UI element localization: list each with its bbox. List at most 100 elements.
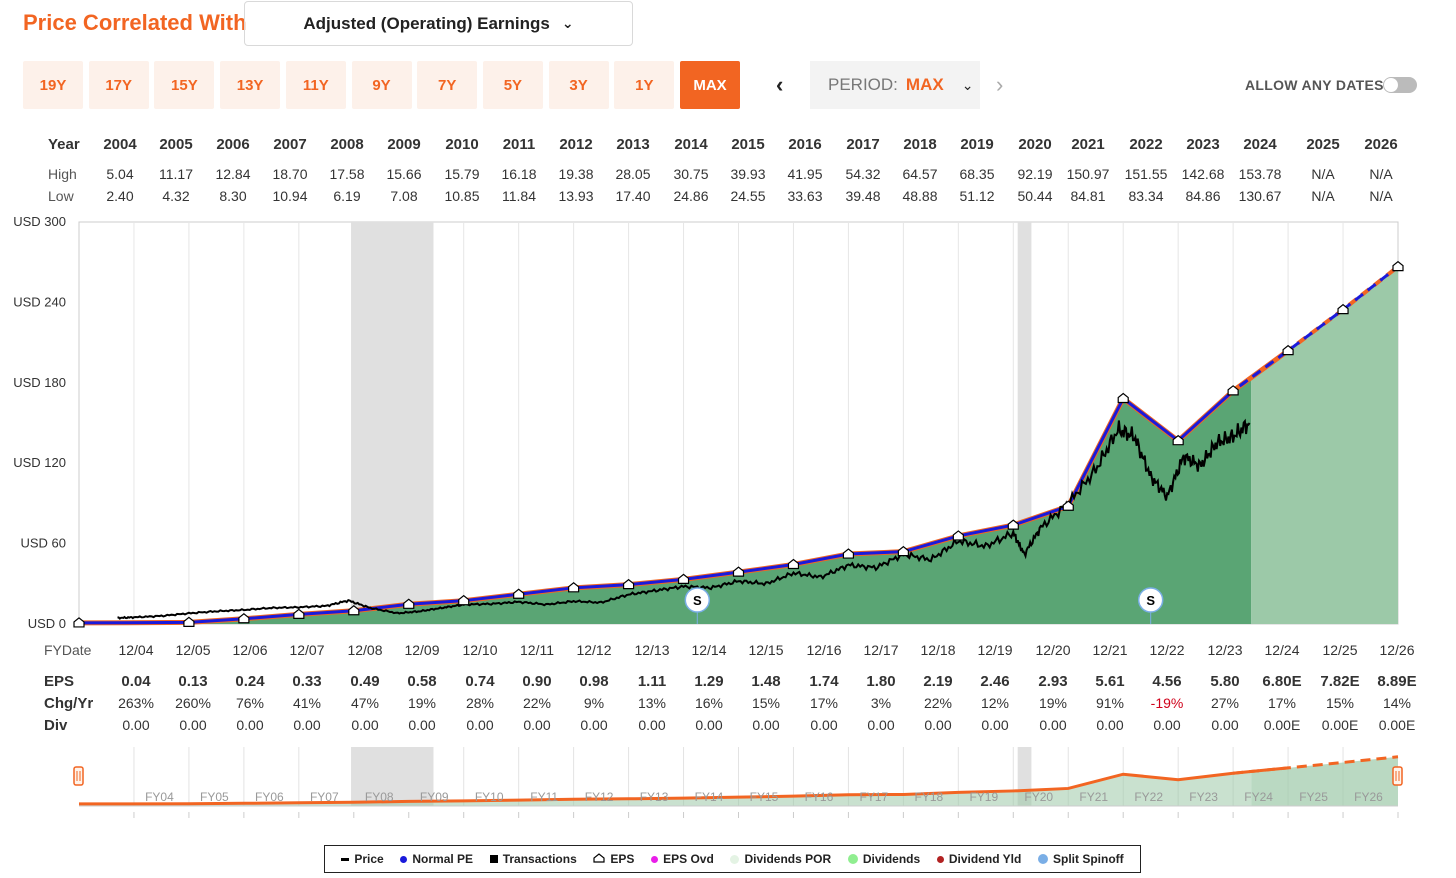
nav-recession xyxy=(351,747,434,806)
period-dropdown[interactable]: PERIOD: MAX ⌄ xyxy=(810,61,980,109)
price-table-low-cell: 51.12 xyxy=(959,188,995,204)
nav-handle-left[interactable] xyxy=(73,766,84,786)
nav-handle-right[interactable] xyxy=(1392,766,1403,786)
range-button-3y[interactable]: 3Y xyxy=(548,61,609,109)
price-table-years-cell: 2019 xyxy=(960,136,994,153)
price-table-high-cell: 5.04 xyxy=(106,166,134,182)
fy-table-eps-cell: 0.58 xyxy=(407,673,437,690)
correlation-dropdown[interactable]: Adjusted (Operating) Earnings ⌄ xyxy=(244,1,633,46)
fy-table-eps-cell: 0.49 xyxy=(350,673,380,690)
pe-area-forecast xyxy=(1251,266,1398,624)
range-button-1y[interactable]: 1Y xyxy=(614,61,675,109)
price-table-low-cell: 48.88 xyxy=(902,188,938,204)
legend-transactions[interactable]: Transactions xyxy=(489,852,577,866)
legend-eps[interactable]: EPS xyxy=(593,852,634,866)
range-button-7y[interactable]: 7Y xyxy=(417,61,478,109)
legend-dividends-por[interactable]: Dividends POR xyxy=(730,852,831,866)
nav-label: FY12 xyxy=(585,790,614,804)
price-table-low-cell: N/A xyxy=(1311,188,1335,204)
fy-table-chg-cell: 41% xyxy=(292,695,322,711)
fy-table-div-cell: 0.00 xyxy=(523,717,551,733)
eps-marker xyxy=(1117,392,1129,404)
price-table-years-cell: 2012 xyxy=(559,136,593,153)
range-button-13y[interactable]: 13Y xyxy=(220,61,281,109)
fy-table-dates-cell: 12/07 xyxy=(289,642,325,658)
normal-pe-line xyxy=(78,349,1289,625)
fy-table-eps-cell: 5.61 xyxy=(1095,673,1125,690)
range-button-15y[interactable]: 15Y xyxy=(154,61,215,109)
price-table-low-cell: 6.19 xyxy=(333,188,361,204)
eps-marker xyxy=(73,617,85,628)
price-table-low-cell: 4.32 xyxy=(162,188,190,204)
range-button-17y[interactable]: 17Y xyxy=(88,61,149,109)
price-table-years-cell: 2006 xyxy=(216,136,250,153)
y-tick-label: USD 300 xyxy=(13,214,66,229)
fy-table-dates-cell: 12/21 xyxy=(1092,642,1128,658)
price-table-years-cell: 2013 xyxy=(616,136,650,153)
fy-table-dates-cell: 12/10 xyxy=(462,642,498,658)
fy-table-dates-cell: 12/13 xyxy=(634,642,670,658)
fy-table-chg-cell: 14% xyxy=(1382,695,1412,711)
nav-label: FY24 xyxy=(1244,790,1273,804)
eps-marker xyxy=(1392,260,1404,272)
eps-marker xyxy=(458,594,470,606)
range-button-5y[interactable]: 5Y xyxy=(482,61,543,109)
range-button-19y[interactable]: 19Y xyxy=(23,61,83,109)
fy-table-eps-cell: 7.82E xyxy=(1320,673,1360,690)
fy-table-chg-cell: 22% xyxy=(923,695,953,711)
range-button-max[interactable]: MAX xyxy=(680,61,740,109)
nav-label: FY07 xyxy=(310,790,339,804)
fy-table-chg-cell: -19% xyxy=(1150,695,1184,711)
fy-table-eps-cell: 5.80 xyxy=(1210,673,1240,690)
chevron-left-icon[interactable]: ‹ xyxy=(776,72,784,97)
nav-label: FY15 xyxy=(750,790,779,804)
split-marker xyxy=(1137,587,1164,613)
price-table-years-cell: 2004 xyxy=(103,136,137,153)
house-icon xyxy=(593,852,606,866)
price-table-low-cell: 7.08 xyxy=(390,188,418,204)
price-table-high-cell: 15.66 xyxy=(386,166,422,182)
dropdown-value: Adjusted (Operating) Earnings xyxy=(303,13,550,33)
price-table-high-cell: 30.75 xyxy=(673,166,709,182)
fy-table-div-cell: 0.00 xyxy=(638,717,666,733)
nav-label: FY17 xyxy=(860,790,889,804)
price-table-low-cell: 17.40 xyxy=(615,188,651,204)
y-tick-label: USD 180 xyxy=(13,375,66,390)
fy-table-eps-cell: 0.04 xyxy=(121,673,151,690)
nav-area xyxy=(79,771,1252,806)
eps-marker xyxy=(787,558,800,570)
eps-marker xyxy=(677,573,690,584)
price-table-low-cell: 10.94 xyxy=(272,188,308,204)
legend-normal-pe[interactable]: Normal PE xyxy=(400,852,473,866)
fy-table-div-cell: 0.00E xyxy=(1321,717,1359,733)
fy-table-chg-cell: 19% xyxy=(1038,695,1068,711)
price-table-high-cell: 39.93 xyxy=(730,166,766,182)
range-button-9y[interactable]: 9Y xyxy=(351,61,412,109)
dash-icon xyxy=(341,857,350,861)
price-table-years-cell: 2017 xyxy=(846,136,880,153)
legend-dividend-yld[interactable]: Dividend Yld xyxy=(936,852,1021,866)
legend-price[interactable]: Price xyxy=(341,852,384,866)
chevron-down-icon: ⌄ xyxy=(561,15,574,31)
legend-eps-ovd[interactable]: EPS Ovd xyxy=(651,852,714,866)
eps-marker xyxy=(1172,434,1184,446)
eps-marker xyxy=(1062,500,1074,511)
fy-table-chg-cell: 17% xyxy=(809,695,839,711)
range-button-11y[interactable]: 11Y xyxy=(285,61,346,109)
price-table-years-cell: 2023 xyxy=(1186,136,1220,153)
allow-any-dates-toggle[interactable] xyxy=(1383,77,1417,93)
legend-split-spinoff[interactable]: Split Spinoff xyxy=(1038,852,1124,866)
eps-marker xyxy=(568,582,580,593)
price-table-years-cell: 2025 xyxy=(1306,136,1340,153)
chevron-right-icon[interactable]: › xyxy=(996,72,1004,97)
price-table-years-cell: 2020 xyxy=(1018,136,1052,153)
fy-table-div-cell: 0.00 xyxy=(466,717,494,733)
dot-icon xyxy=(847,854,858,864)
price-table-high-cell: 64.57 xyxy=(902,166,938,182)
fy-table-chg-cell: 3% xyxy=(870,695,892,711)
eps-marker xyxy=(348,604,360,616)
price-table-low-cell: 84.86 xyxy=(1185,188,1221,204)
eps-marker xyxy=(183,616,195,627)
legend-dividends[interactable]: Dividends xyxy=(847,852,920,866)
